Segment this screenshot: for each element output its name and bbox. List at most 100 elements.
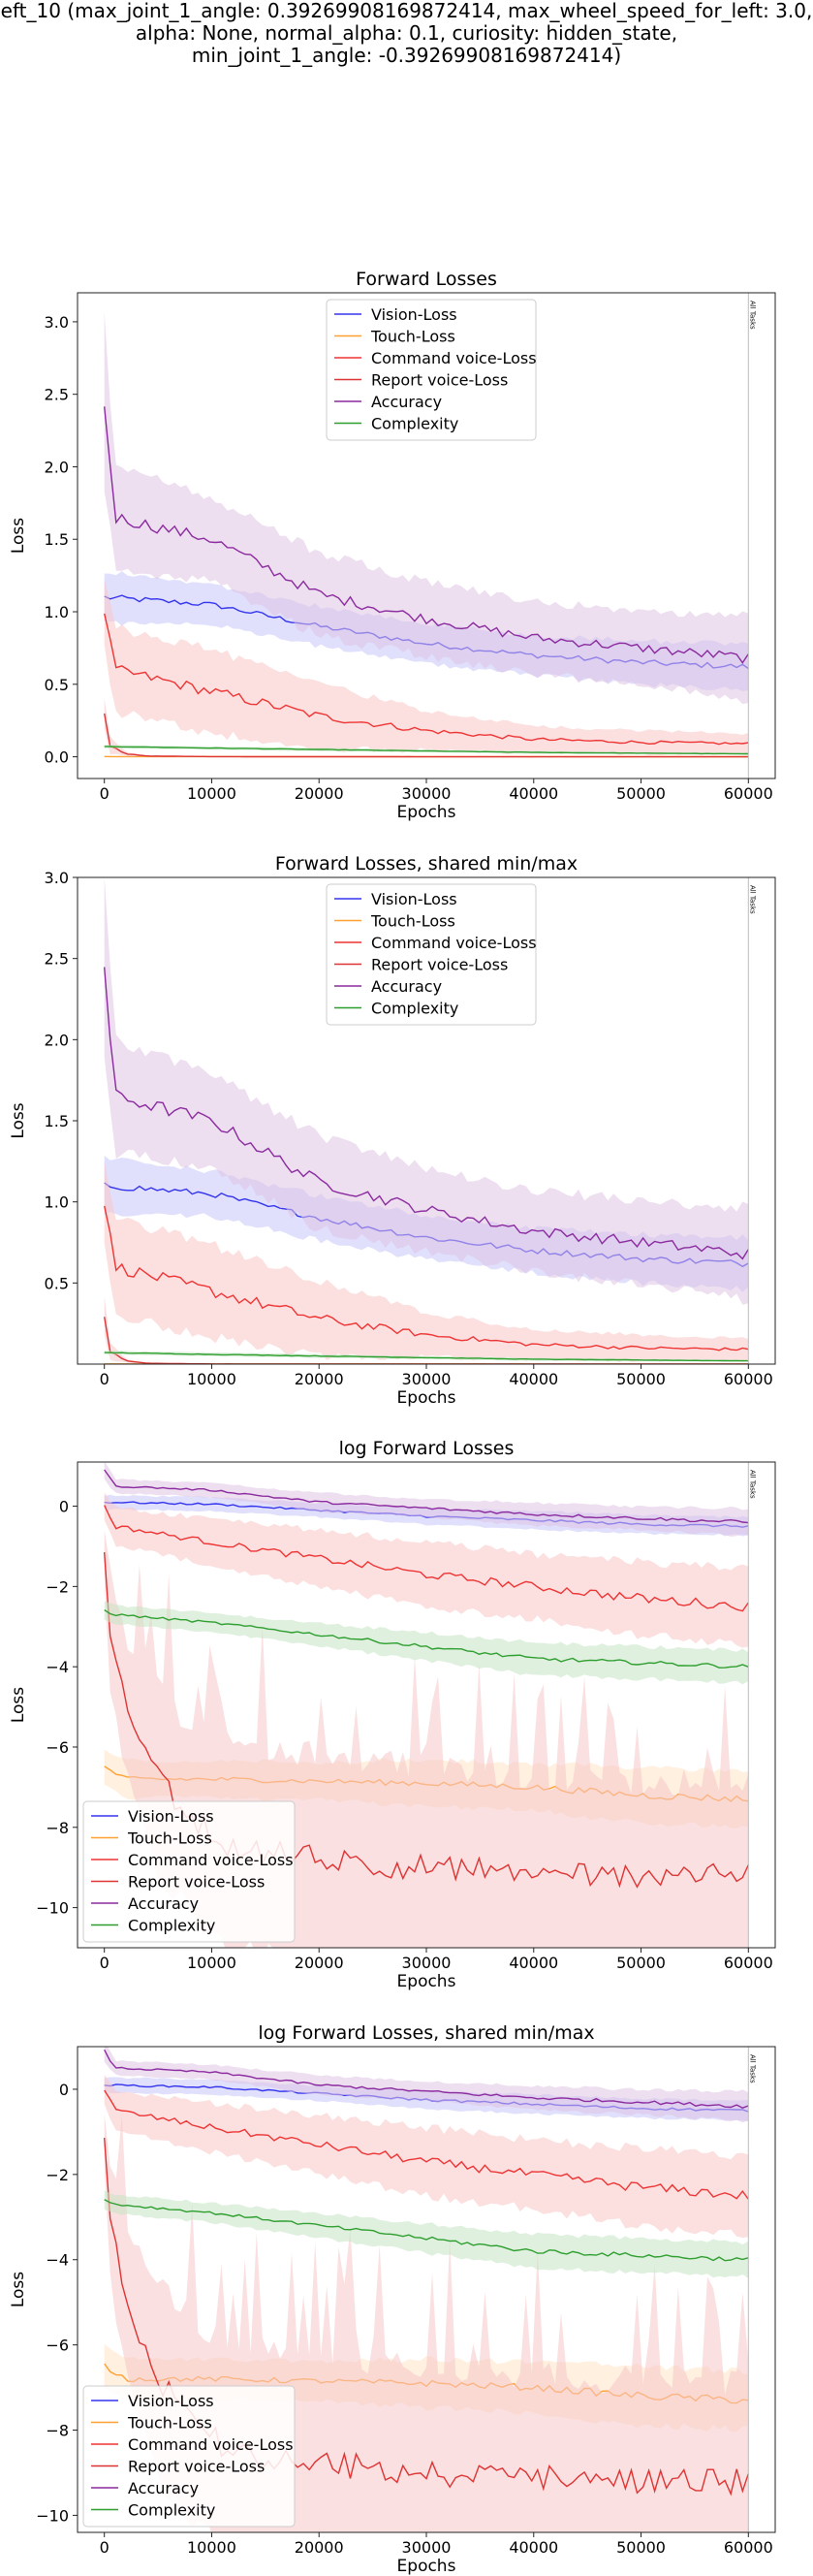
legend-label-accuracy: Accuracy — [371, 977, 442, 996]
task-boundary-label: All Tasks — [748, 301, 756, 330]
legend-label-touch-loss: Touch-Loss — [127, 1829, 212, 1848]
legend-box — [326, 883, 537, 1026]
line-accuracy — [104, 967, 749, 1260]
plot-area — [104, 2047, 749, 2532]
x-tick-label: 50000 — [616, 784, 666, 803]
x-axis-label: Epochs — [397, 803, 456, 822]
band-command-voice-loss — [104, 2074, 749, 2239]
plot-area — [104, 311, 749, 758]
y-axis-label: Loss — [9, 518, 28, 554]
chart-title: Forward Losses, shared min/max — [275, 853, 578, 875]
legend-label-touch-loss: Touch-Loss — [370, 912, 455, 931]
x-tick-label: 60000 — [724, 2538, 773, 2557]
x-tick-label: 60000 — [724, 1954, 773, 1972]
y-tick-label: −10 — [36, 1899, 69, 1918]
chart-panel-1: Forward Losses All Tasks 0 10000 20000 30000 4… — [9, 269, 776, 822]
legend: Vision-Loss Touch-Loss Command voice-Loss R… — [326, 883, 537, 1026]
legend-label-touch-loss: Touch-Loss — [127, 2414, 212, 2433]
y-tick-label: −2 — [46, 2166, 69, 2184]
x-tick-label: 50000 — [616, 1954, 666, 1972]
band-complexity — [104, 2190, 749, 2278]
legend-label-vision-loss: Vision-Loss — [371, 305, 457, 324]
band-accuracy — [104, 311, 749, 705]
line-command-voice-loss — [104, 613, 749, 746]
line-complexity — [104, 746, 749, 755]
chart-panel-4: log Forward Losses, shared min/max All Ta… — [9, 2022, 776, 2576]
chart-title: log Forward Losses — [339, 1438, 515, 1459]
x-tick-label: 0 — [100, 784, 109, 803]
plot-area — [104, 877, 749, 1364]
chart-title: Forward Losses — [356, 269, 497, 290]
chart-title: log Forward Losses, shared min/max — [258, 2022, 594, 2044]
legend-label-command-voice-loss: Command voice-Loss — [128, 1851, 294, 1869]
x-tick-label: 0 — [100, 2538, 109, 2557]
y-tick-label: 1.0 — [45, 603, 69, 621]
x-tick-label: 30000 — [402, 784, 452, 803]
x-tick-label: 0 — [100, 1370, 109, 1388]
legend-label-report-voice-loss: Report voice-Loss — [128, 1873, 265, 1892]
suptitle-line-3: min_joint_1_angle: -0.39269908169872414) — [191, 44, 622, 67]
band-accuracy — [104, 1462, 749, 1537]
y-tick-label: 3.0 — [45, 869, 69, 887]
y-tick-label: 0.5 — [45, 1274, 69, 1292]
y-tick-label: 0.5 — [45, 676, 69, 694]
legend-label-vision-loss: Vision-Loss — [128, 2392, 214, 2410]
x-tick-label: 30000 — [402, 2538, 452, 2557]
band-accuracy — [104, 2047, 749, 2123]
legend-label-accuracy: Accuracy — [128, 1894, 199, 1913]
y-tick-label: 2.5 — [45, 386, 69, 404]
x-tick-label: 50000 — [616, 1370, 666, 1388]
y-tick-label: 0 — [59, 1498, 69, 1516]
legend-label-complexity: Complexity — [371, 415, 458, 433]
legend-label-touch-loss: Touch-Loss — [370, 328, 455, 346]
legend-label-command-voice-loss: Command voice-Loss — [371, 934, 537, 952]
x-tick-label: 40000 — [509, 1954, 558, 1972]
legend: Vision-Loss Touch-Loss Command voice-Loss R… — [82, 2385, 296, 2528]
suptitle-line-2: alpha: None, normal_alpha: 0.1, curiosit… — [135, 21, 678, 45]
y-tick-label: −8 — [46, 2422, 69, 2440]
line-complexity — [104, 2199, 749, 2262]
band-complexity — [104, 1601, 749, 1685]
y-axis-label: Loss — [9, 1102, 28, 1138]
suptitle-line-1: eft_10 (max_joint_1_angle: 0.39269908169… — [0, 0, 813, 22]
line-command-voice-loss — [104, 2089, 749, 2200]
x-tick-label: 0 — [100, 1954, 109, 1972]
y-tick-label: 1.5 — [45, 530, 69, 549]
line-accuracy — [104, 1469, 749, 1524]
x-tick-label: 40000 — [509, 2538, 558, 2557]
legend-label-vision-loss: Vision-Loss — [371, 890, 457, 908]
x-tick-label: 10000 — [187, 784, 236, 803]
x-axis-label: Epochs — [397, 1388, 456, 1408]
legend-label-complexity: Complexity — [128, 1917, 215, 1935]
x-tick-label: 20000 — [295, 784, 344, 803]
y-tick-label: 3.0 — [45, 313, 69, 332]
legend-label-accuracy: Accuracy — [371, 393, 442, 411]
legend-label-vision-loss: Vision-Loss — [128, 1807, 214, 1826]
legend-label-complexity: Complexity — [371, 1000, 458, 1018]
y-tick-label: 2.0 — [45, 458, 69, 476]
line-accuracy — [104, 406, 749, 664]
y-tick-label: −6 — [46, 2337, 69, 2355]
x-tick-label: 40000 — [509, 784, 558, 803]
x-tick-label: 60000 — [724, 1370, 773, 1388]
y-tick-label: 0 — [59, 2081, 69, 2099]
chart-panel-2: Forward Losses, shared min/max All Tasks 0… — [9, 853, 776, 1408]
y-tick-label: −2 — [46, 1577, 69, 1596]
y-tick-label: −4 — [46, 1658, 69, 1676]
task-boundary-label: All Tasks — [748, 885, 756, 914]
legend: Vision-Loss Touch-Loss Command voice-Loss R… — [82, 1800, 296, 1943]
x-tick-label: 20000 — [295, 1954, 344, 1972]
legend-box — [82, 2385, 296, 2528]
x-tick-label: 30000 — [402, 1370, 452, 1388]
line-accuracy — [104, 2049, 749, 2109]
x-tick-label: 50000 — [616, 2538, 666, 2557]
x-tick-label: 10000 — [187, 2538, 236, 2557]
y-tick-label: −4 — [46, 2251, 69, 2270]
x-tick-label: 20000 — [295, 2538, 344, 2557]
x-tick-label: 10000 — [187, 1954, 236, 1972]
legend-label-report-voice-loss: Report voice-Loss — [371, 956, 508, 974]
band-command-voice-loss — [104, 1492, 749, 1648]
band-accuracy — [104, 877, 749, 1305]
y-tick-label: −6 — [46, 1738, 69, 1757]
